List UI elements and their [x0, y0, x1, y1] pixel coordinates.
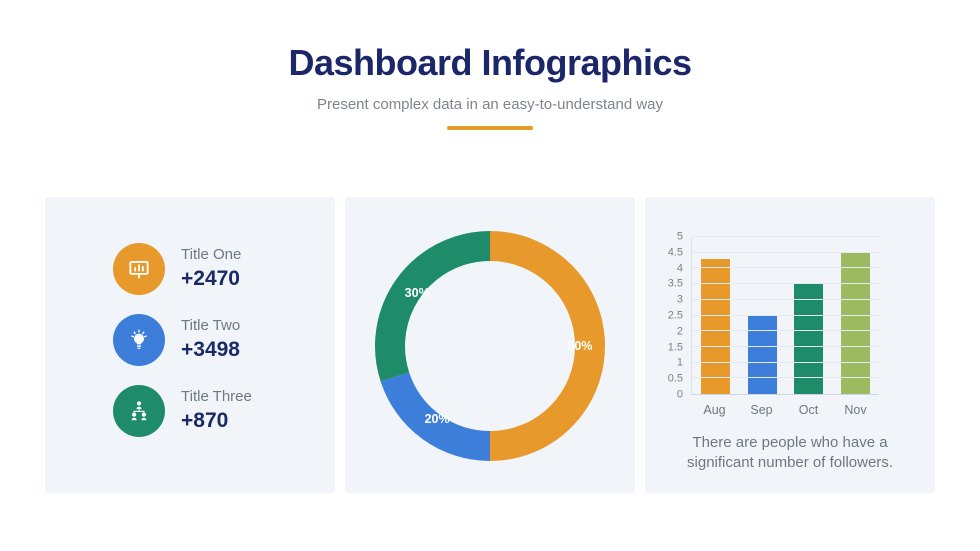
y-tick-label: 4.5 — [667, 246, 683, 259]
panels-row: Title One +2470 — [45, 197, 935, 493]
stat-text: Title One +2470 — [181, 246, 241, 291]
stat-item-one: Title One +2470 — [113, 243, 335, 295]
stats-panel: Title One +2470 — [45, 197, 335, 493]
y-tick-label: 0.5 — [667, 372, 683, 385]
y-tick-label: 4 — [676, 262, 683, 275]
x-tick-label: Aug — [703, 403, 726, 417]
bar-sep — [747, 315, 777, 394]
stats-list: Title One +2470 — [45, 197, 335, 437]
bar-chart-caption: There are people who have a significant … — [687, 434, 893, 471]
bar-chart-bars — [692, 237, 879, 394]
stat-value: +3498 — [181, 338, 240, 362]
bar-chart-panel: 0 0.5 1 1.5 2 2.5 3 3.5 4 4.5 5 Aug Sep Oct Nov There… — [645, 197, 935, 493]
stat-text: Title Two +3498 — [181, 317, 240, 362]
donut-percentage-label: 20% — [425, 412, 450, 426]
y-tick-label: 1 — [676, 356, 683, 369]
gridline — [692, 330, 879, 332]
x-tick-label: Oct — [798, 403, 819, 417]
page-subtitle: Present complex data in an easy-to-under… — [316, 95, 664, 113]
bar-chart-plot — [691, 236, 879, 395]
accent-divider — [447, 125, 533, 130]
gridline — [692, 377, 879, 379]
stat-value: +2470 — [181, 267, 240, 291]
gridline — [692, 298, 879, 300]
bar-slot — [692, 237, 739, 394]
presentation-chart-icon — [113, 243, 165, 295]
y-tick-label: 5 — [676, 230, 683, 243]
gridline — [692, 251, 879, 253]
gridline — [692, 236, 879, 237]
gridline — [692, 283, 879, 285]
lightbulb-icon — [113, 314, 165, 366]
bar-chart-yaxis: 0 0.5 1 1.5 2 2.5 3 3.5 4 4.5 5 — [645, 231, 691, 400]
bar-nov — [841, 252, 871, 394]
y-tick-label: 3.5 — [667, 277, 683, 290]
y-tick-label: 3 — [676, 293, 683, 306]
gridline — [692, 345, 879, 347]
donut-segment — [375, 231, 605, 461]
stat-value: +870 — [181, 409, 229, 433]
y-tick-label: 2 — [676, 325, 683, 338]
bar-slot — [832, 237, 879, 394]
donut-segment — [375, 231, 605, 461]
x-tick-label: Sep — [750, 403, 773, 417]
slide-header: Dashboard Infographics Present complex d… — [0, 0, 980, 130]
stat-item-two: Title Two +3498 — [113, 314, 335, 366]
org-chart-icon — [113, 385, 165, 437]
y-tick-label: 2.5 — [667, 309, 683, 322]
gridline — [692, 361, 879, 363]
bar-slot — [739, 237, 786, 394]
stat-label: Title One — [181, 246, 242, 264]
bar-aug — [700, 258, 730, 394]
gridline — [692, 314, 879, 316]
page-title: Dashboard Infographics — [288, 42, 692, 83]
donut-chart-svg: 50% 20% 30% — [375, 231, 605, 461]
stat-text: Title Three +870 — [181, 388, 252, 433]
bar-oct — [794, 284, 824, 394]
bar-chart-xlabels: Aug Sep Oct Nov — [691, 395, 879, 417]
gridline — [692, 267, 879, 269]
y-tick-label: 0 — [676, 388, 683, 401]
stat-label: Title Two — [181, 317, 241, 335]
x-tick-label: Nov — [844, 403, 867, 417]
bar-chart: 0 0.5 1 1.5 2 2.5 3 3.5 4 4.5 5 — [645, 231, 935, 400]
donut-percentage-label: 50% — [567, 339, 592, 353]
y-tick-label: 1.5 — [667, 341, 683, 354]
bar-slot — [786, 237, 833, 394]
donut-percentage-label: 30% — [405, 286, 430, 300]
donut-chart: 50% 20% 30% — [345, 197, 635, 461]
stat-item-three: Title Three +870 — [113, 385, 335, 437]
donut-panel: 50% 20% 30% — [345, 197, 635, 493]
stat-label: Title Three — [181, 388, 252, 406]
